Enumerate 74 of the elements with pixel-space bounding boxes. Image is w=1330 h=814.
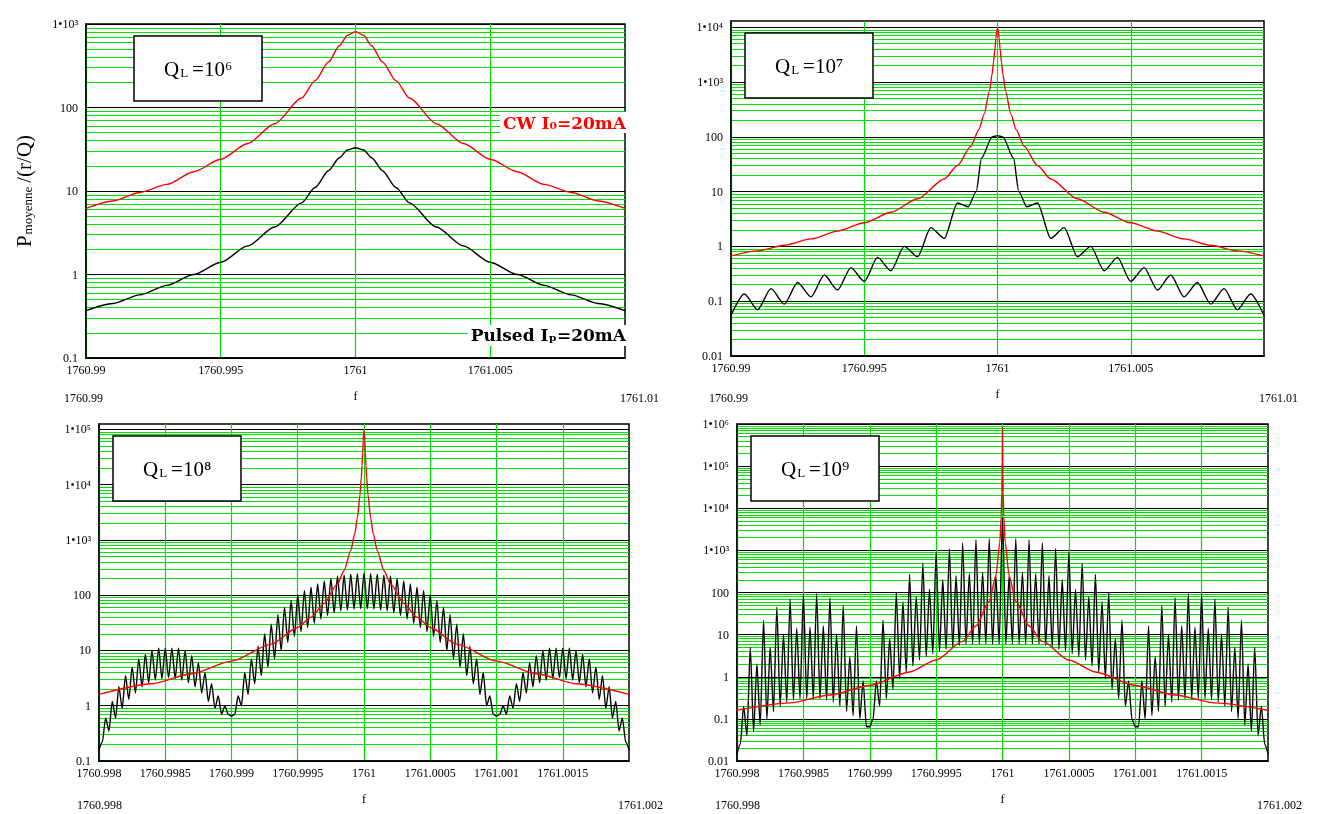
x-tick-label: 1761 — [343, 363, 368, 377]
x-tick-label: 1760.998 — [714, 766, 760, 780]
x-tick-label: 1760.998 — [76, 766, 122, 780]
y-tick-label: 100 — [711, 585, 729, 600]
x-axis-title: f — [1000, 792, 1005, 806]
x-tick-label: 1761.001 — [1112, 766, 1158, 780]
x-tick-label: 1760.999 — [847, 766, 893, 780]
line-series — [730, 27, 1265, 257]
series-label: CW I₀=20mA — [502, 112, 627, 133]
x-tick-label: 1760.9985 — [139, 766, 191, 780]
y-tick-label: 1•10⁵ — [702, 459, 729, 474]
text: 1761.002 — [618, 798, 663, 812]
y-tick-label: 1•10⁴ — [64, 477, 91, 492]
text: QL=10⁹ — [781, 456, 850, 481]
text: QL=10⁶ — [164, 56, 233, 81]
x-tick-label: 1760.9995 — [910, 766, 962, 780]
y-tick-label: 0.1 — [76, 754, 91, 768]
x-tick-label: 1761.005 — [1108, 361, 1154, 375]
y-tick-label: 1•10³ — [697, 75, 724, 90]
y-tick-label: 1•10³ — [703, 543, 730, 558]
y-tick-label: 1•10³ — [65, 532, 92, 547]
y-tick-label: 1•10⁶ — [702, 417, 729, 431]
x-tick-label: 1760.9985 — [777, 766, 829, 780]
x-tick-label: 1760.9995 — [272, 766, 324, 780]
y-tick-label: 0.1 — [63, 351, 78, 365]
y-tick-label: 1 — [717, 239, 723, 254]
y-tick-label: 100 — [705, 129, 723, 144]
text: QL=10⁷ — [775, 53, 844, 78]
text: 1761.01 — [620, 391, 659, 405]
y-tick-label: 0.01 — [708, 754, 729, 768]
y-tick-label: 1 — [72, 267, 78, 282]
y-tick-label: 10 — [711, 184, 723, 199]
x-tick-label: 1761 — [352, 766, 376, 780]
text: 1760.998 — [715, 798, 760, 812]
x-tick-label: 1761.0015 — [1176, 766, 1228, 780]
y-tick-label: 1•10⁴ — [702, 501, 729, 516]
y-tick-label: 1 — [85, 698, 91, 713]
x-tick-label: 1761 — [985, 361, 1010, 375]
y-axis-title: Pmoyenne/(r/Q) — [11, 134, 36, 248]
y-tick-label: 1•10⁵ — [64, 422, 91, 437]
y-tick-label: 0.01 — [702, 349, 723, 363]
x-tick-label: 1760.995 — [841, 361, 887, 375]
text: 1761.01 — [1259, 391, 1298, 405]
text: 1760.998 — [77, 798, 122, 812]
y-tick-label: 1•10³ — [52, 17, 79, 31]
x-axis-title: f — [362, 792, 366, 806]
y-tick-label: 1•10⁴ — [696, 20, 723, 35]
x-tick-label: 1760.999 — [209, 766, 254, 780]
y-tick-label: 10 — [66, 184, 78, 198]
x-tick-label: 1761.0015 — [537, 766, 589, 780]
x-tick-label: 1761.001 — [474, 766, 519, 780]
line-series — [98, 429, 630, 696]
text: 1761.002 — [1257, 798, 1302, 812]
x-tick-label: 1760.99 — [711, 361, 751, 375]
text: 1760.99 — [64, 391, 103, 405]
x-tick-label: 1761 — [990, 766, 1015, 780]
x-tick-label: 1760.995 — [198, 363, 244, 377]
x-tick-label: 1761.0005 — [1043, 766, 1095, 780]
text: 1760.99 — [709, 391, 748, 405]
y-tick-label: 100 — [73, 588, 91, 603]
line-series — [85, 30, 626, 210]
x-tick-label: 1760.99 — [66, 363, 106, 377]
x-tick-label: 1761.0005 — [404, 766, 456, 780]
series-label: Pulsed Iₚ=20mA — [470, 325, 627, 346]
y-tick-label: 0.1 — [714, 711, 729, 726]
text: QL=10⁸ — [143, 456, 212, 481]
x-tick-label: 1761.005 — [467, 363, 513, 377]
y-tick-label: 10 — [717, 627, 729, 642]
x-axis-title: f — [353, 389, 358, 403]
y-tick-label: 100 — [60, 100, 78, 115]
y-tick-label: 0.1 — [708, 294, 723, 309]
y-tick-label: 10 — [79, 643, 91, 658]
x-axis-title: f — [995, 387, 1000, 401]
y-tick-label: 1 — [723, 669, 729, 684]
